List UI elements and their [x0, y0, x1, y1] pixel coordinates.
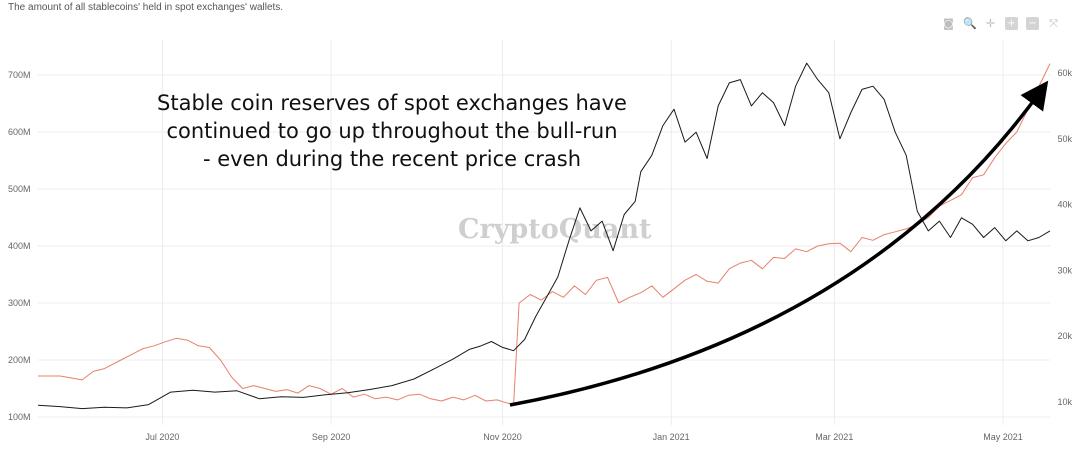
annotation-line-1: Stable coin reserves of spot exchanges h…: [157, 91, 627, 115]
pan-icon[interactable]: ✛: [985, 17, 996, 30]
annotation-line-3: - even during the recent price crash: [203, 147, 581, 171]
annotation-line-2: continued to go up throughout the bull-r…: [166, 119, 617, 143]
x-tick-label: Jan 2021: [653, 432, 690, 442]
series-line-stablecoin-reserve: [38, 63, 1051, 405]
y-left-tick-label: 300M: [8, 298, 31, 308]
y-left-tick-label: 600M: [8, 127, 31, 137]
y-left-tick-label: 700M: [8, 70, 31, 80]
zoom-out-icon[interactable]: −: [1026, 17, 1039, 30]
y-right-tick-label: 40k: [1057, 200, 1072, 210]
trend-arrow: [509, 80, 1049, 407]
y-axis-right: 10k 20k 30k 40k 50k 60k: [1057, 68, 1072, 407]
camera-icon[interactable]: ◙: [943, 17, 954, 30]
x-tick-label: Mar 2021: [815, 432, 853, 442]
y-right-tick-label: 30k: [1057, 265, 1072, 275]
y-left-tick-label: 200M: [8, 355, 31, 365]
chart-subtitle: The amount of all stablecoins' held in s…: [8, 2, 284, 13]
y-right-tick-label: 20k: [1057, 331, 1072, 341]
y-left-tick-label: 400M: [8, 241, 31, 251]
zoom-in-icon[interactable]: +: [1005, 17, 1018, 30]
x-tick-label: Nov 2020: [483, 432, 522, 442]
y-left-tick-label: 500M: [8, 184, 31, 194]
chart-toolbar: ◙ 🔍 ✛ + − ⤧: [942, 17, 1060, 30]
y-right-tick-label: 50k: [1057, 134, 1072, 144]
annotation: Stable coin reserves of spot exchanges h…: [157, 91, 627, 171]
y-right-tick-label: 10k: [1057, 397, 1072, 407]
autoscale-icon[interactable]: ⤧: [1049, 17, 1058, 30]
x-tick-label: May 2021: [983, 432, 1023, 442]
x-tick-label: Jul 2020: [145, 432, 179, 442]
x-tick-label: Sep 2020: [312, 432, 351, 442]
series-line-btc-price: [37, 62, 1051, 410]
y-axis-left: 100M 200M 300M 400M 500M 600M 700M: [8, 70, 31, 422]
grid-lines: [38, 40, 1050, 425]
series-group: [37, 62, 1051, 410]
zoom-icon[interactable]: 🔍: [963, 17, 977, 30]
y-right-tick-label: 60k: [1057, 68, 1072, 78]
y-left-tick-label: 100M: [8, 412, 31, 422]
x-axis: Jul 2020 Sep 2020 Nov 2020 Jan 2021 Mar 2021…: [145, 432, 1022, 442]
